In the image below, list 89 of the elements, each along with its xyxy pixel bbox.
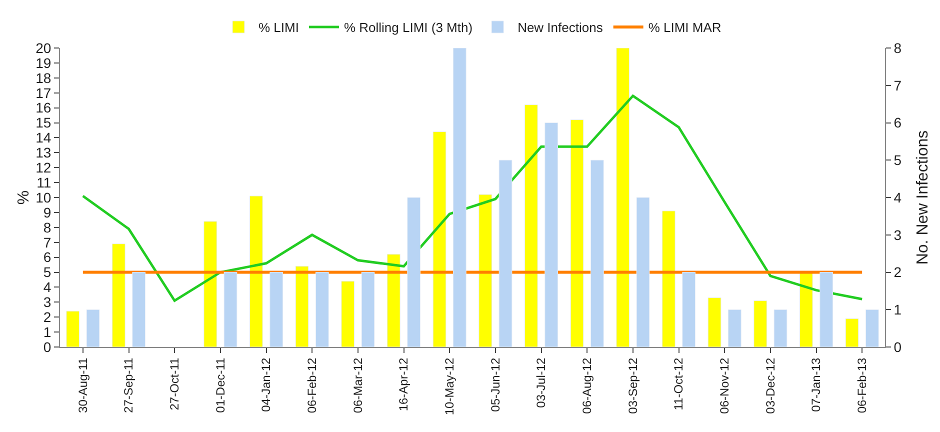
legend-label: % Rolling LIMI (3 Mth) — [344, 20, 473, 36]
bar — [590, 160, 604, 347]
x-tick-label: 06-Mar-12 — [350, 357, 365, 414]
bar — [636, 197, 650, 347]
bar — [86, 309, 100, 347]
bar — [432, 131, 446, 347]
y-tick-label: 8 — [43, 219, 52, 236]
bar — [250, 196, 263, 347]
y-tick-label: 16 — [36, 100, 52, 116]
legend-label: New Infections — [518, 20, 604, 36]
y-tick-label: 17 — [36, 84, 52, 101]
bar — [453, 48, 466, 347]
bar — [524, 104, 538, 347]
bar — [774, 309, 788, 347]
bar — [616, 48, 630, 347]
y-tick-label: 10 — [36, 189, 52, 206]
bar — [570, 120, 584, 347]
x-tick-label: 11-Oct-12 — [672, 357, 686, 410]
bar — [387, 254, 400, 347]
x-tick-label: 16-Apr-12 — [396, 357, 411, 412]
bar — [295, 266, 309, 347]
bar — [754, 300, 767, 347]
y2-tick-label: 7 — [894, 77, 902, 94]
bar — [800, 272, 813, 347]
y-tick-label: 3 — [43, 294, 52, 310]
bar — [204, 221, 217, 347]
y-tick-label: 7 — [43, 234, 52, 250]
y-tick-label: 0 — [43, 338, 52, 355]
x-tick-label: 27-Sep-11 — [122, 357, 136, 413]
x-tick-label: 06-Nov-12 — [717, 357, 732, 414]
y2-tick-label: 2 — [894, 264, 902, 280]
y-tick-label: 2 — [43, 309, 52, 325]
x-tick-label: 03-Jul-12 — [534, 357, 548, 408]
y-tick-label: 12 — [36, 160, 52, 176]
bar — [820, 272, 833, 347]
x-tick-label: 30-Aug-11 — [76, 357, 90, 413]
x-tick-label: 07-Jan-13 — [809, 357, 824, 412]
legend-label: % LIMI — [258, 20, 299, 36]
x-tick-label: 05-Jun-12 — [488, 357, 502, 412]
x-tick-label: 01-Dec-11 — [213, 357, 228, 413]
legend-label: % LIMI MAR — [648, 20, 722, 36]
y-tick-label: 4 — [43, 279, 52, 296]
bar — [341, 280, 354, 347]
bar — [361, 272, 375, 347]
y2-tick-label: 0 — [894, 338, 902, 355]
y-tick-label: 14 — [36, 130, 52, 146]
y-tick-label: 15 — [36, 114, 52, 131]
line-series — [82, 94, 864, 302]
y-tick-label: 18 — [36, 70, 52, 86]
x-tick-label: 10-May-12 — [442, 357, 456, 416]
x-tick-label: 27-Oct-11 — [167, 357, 182, 410]
bar — [270, 272, 283, 347]
x-tick-label: 06-Feb-13 — [854, 357, 869, 414]
y-tick-label: 13 — [36, 144, 52, 161]
y2-tick-label: 5 — [894, 152, 902, 168]
bar — [682, 272, 696, 347]
y-tick-label: 11 — [36, 174, 52, 190]
y2-tick-label: 3 — [894, 226, 902, 243]
bar — [498, 160, 512, 347]
bar — [662, 210, 676, 347]
bar — [112, 244, 126, 347]
y-axis-title: % — [16, 190, 33, 205]
y-tick-label: 9 — [43, 204, 52, 220]
bar — [478, 194, 492, 347]
y-tick-label: 20 — [36, 40, 52, 56]
bar — [407, 197, 420, 347]
x-tick-label: 03-Sep-12 — [626, 357, 640, 414]
bar — [316, 272, 329, 347]
bar — [132, 272, 146, 347]
y2-tick-label: 6 — [894, 114, 902, 131]
bar — [845, 318, 859, 347]
x-tick-label: 03-Dec-12 — [763, 357, 778, 414]
y2-tick-label: 1 — [894, 302, 902, 318]
bar — [866, 309, 879, 347]
y2-tick-label: 8 — [894, 40, 902, 56]
bar — [708, 297, 722, 347]
bar — [728, 309, 742, 347]
bar — [224, 272, 238, 347]
y-tick-label: 5 — [43, 264, 52, 280]
x-tick-label: 04-Jan-12 — [259, 357, 274, 412]
y-tick-label: 19 — [36, 54, 52, 71]
bar — [544, 122, 558, 347]
x-tick-label: 06-Aug-12 — [580, 357, 594, 414]
y2-axis-title: No. New Infections — [914, 130, 932, 265]
x-tick-label: 06-Feb-12 — [304, 357, 319, 414]
y2-tick-label: 4 — [894, 189, 902, 206]
bar — [66, 310, 80, 347]
y-tick-label: 6 — [43, 249, 52, 266]
y-tick-label: 1 — [43, 324, 52, 340]
